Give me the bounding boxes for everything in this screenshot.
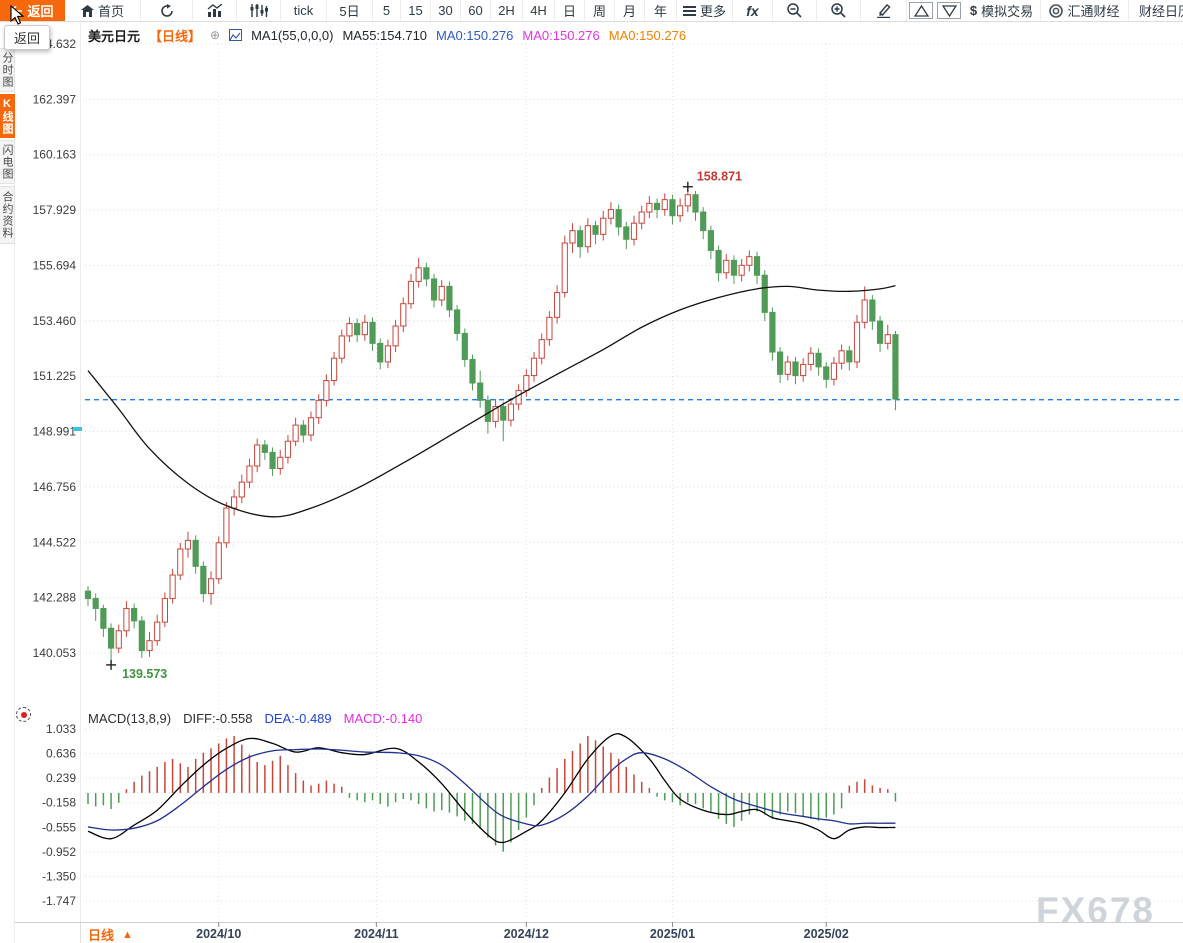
period-year-button[interactable]: 年 xyxy=(645,0,677,21)
chart-type-sidebar: 分时图 K线图 闪电图 合约资料 xyxy=(0,22,15,943)
sim-trading-button[interactable]: $ 模拟交易 xyxy=(963,0,1041,21)
dollar-icon: $ xyxy=(969,3,978,18)
macd-params: MACD(13,8,9) xyxy=(88,710,172,726)
expand-icon[interactable]: ⊕ xyxy=(210,28,221,42)
back-tooltip: 返回 xyxy=(4,25,50,50)
bar-chart-icon xyxy=(207,4,222,17)
svg-text:0.239: 0.239 xyxy=(46,771,76,785)
period-label: 【日线】 xyxy=(149,28,202,44)
huitong-finance-button[interactable]: 汇通财经 xyxy=(1041,0,1129,21)
indicator-fx-button[interactable]: fx xyxy=(733,0,773,21)
svg-text:144.522: 144.522 xyxy=(33,535,77,549)
home-icon xyxy=(80,4,94,17)
svg-text:-1.350: -1.350 xyxy=(42,869,76,883)
svg-text:142.288: 142.288 xyxy=(33,591,77,605)
sidebar-tab-contract-info[interactable]: 合约资料 xyxy=(0,186,15,244)
triangle-down-tool-button[interactable] xyxy=(937,2,961,19)
svg-text:-0.158: -0.158 xyxy=(42,796,76,810)
home-button[interactable]: 首页 xyxy=(65,0,141,21)
bottom-bar-divider xyxy=(80,923,81,943)
finance-calendar-button[interactable]: 财经日历 xyxy=(1138,4,1183,19)
menu-icon xyxy=(682,5,696,16)
triangle-up-tool-button[interactable] xyxy=(909,2,933,19)
pencil-icon xyxy=(877,3,891,18)
indicator-sliders-icon xyxy=(250,4,268,17)
tick-period-button[interactable]: tick xyxy=(281,0,327,21)
svg-text:158.871: 158.871 xyxy=(697,170,742,184)
period-day-button[interactable]: 日 xyxy=(555,0,585,21)
svg-text:155.694: 155.694 xyxy=(33,258,77,272)
draw-button[interactable] xyxy=(861,0,907,21)
period-week-button[interactable]: 周 xyxy=(585,0,615,21)
period-60m-button[interactable]: 60 xyxy=(461,0,491,21)
period-5m-button[interactable]: 5 xyxy=(373,0,401,21)
macd-value: MACD:-0.140 xyxy=(343,710,423,726)
zoom-out-icon xyxy=(787,3,802,18)
period-30m-button[interactable]: 30 xyxy=(431,0,461,21)
bar-chart-button[interactable] xyxy=(193,0,237,21)
refresh-icon xyxy=(160,3,173,17)
symbol-name: 美元日元 xyxy=(88,28,141,44)
ma0-magenta-value: MA0:150.276 xyxy=(522,27,600,43)
sidebar-tab-kline-chart[interactable]: K线图 xyxy=(0,94,15,138)
period-15m-button[interactable]: 15 xyxy=(401,0,431,21)
triangle-up-icon xyxy=(913,4,929,17)
chart-legend: 美元日元 【日线】 ⊕ MA1(55,0,0,0) MA55:154.710 M… xyxy=(88,27,687,44)
bottom-axis-bar: 日线 ▲ xyxy=(0,922,1183,943)
more-button[interactable]: 更多 xyxy=(677,0,733,21)
svg-text:153.460: 153.460 xyxy=(33,314,77,328)
refresh-button[interactable] xyxy=(141,0,193,21)
ma55-value: MA55:154.710 xyxy=(342,27,428,43)
svg-text:162.397: 162.397 xyxy=(33,92,77,106)
ma-settings-label: MA1(55,0,0,0) xyxy=(251,27,334,43)
toolbar: 返回 首页 tick 5日 5 15 30 60 2H 4H 日 周 月 年 更… xyxy=(0,0,1183,22)
ma-settings-icon[interactable] xyxy=(229,29,243,41)
period-5d-button[interactable]: 5日 xyxy=(327,0,373,21)
period-2h-button[interactable]: 2H xyxy=(491,0,523,21)
indicator-sliders-button[interactable] xyxy=(237,0,281,21)
triangle-up-icon: ▲ xyxy=(122,928,133,941)
zoom-in-button[interactable] xyxy=(817,0,861,21)
mouse-cursor-icon xyxy=(10,5,25,25)
period-month-button[interactable]: 月 xyxy=(615,0,645,21)
svg-text:-0.952: -0.952 xyxy=(42,845,76,859)
svg-text:140.053: 140.053 xyxy=(33,646,77,660)
fx-icon: fx xyxy=(746,2,759,19)
period-4h-button[interactable]: 4H xyxy=(523,0,555,21)
macd-legend: MACD(13,8,9) DIFF:-0.558 DEA:-0.489 MACD… xyxy=(88,710,422,726)
macd-dea-value: DEA:-0.489 xyxy=(264,710,332,726)
ma0-blue-value: MA0:150.276 xyxy=(436,27,514,43)
svg-text:0.636: 0.636 xyxy=(46,747,76,761)
svg-text:-0.555: -0.555 xyxy=(42,820,76,834)
svg-text:148.991: 148.991 xyxy=(33,425,77,439)
triangle-down-icon xyxy=(941,4,957,17)
svg-text:139.573: 139.573 xyxy=(122,667,167,681)
macd-diff-value: DIFF:-0.558 xyxy=(183,710,253,726)
ma0-orange-value: MA0:150.276 xyxy=(608,27,687,43)
indicator-settings-icon[interactable] xyxy=(16,707,31,722)
svg-text:160.163: 160.163 xyxy=(33,148,77,162)
svg-text:151.225: 151.225 xyxy=(33,369,77,383)
sidebar-tab-timeline-chart[interactable]: 分时图 xyxy=(0,48,15,92)
svg-text:157.929: 157.929 xyxy=(33,203,77,217)
period-selector[interactable]: 日线 ▲ xyxy=(88,928,133,943)
svg-text:146.756: 146.756 xyxy=(33,480,77,494)
svg-text:1.033: 1.033 xyxy=(46,722,76,736)
huitong-logo-icon xyxy=(1049,3,1064,18)
zoom-in-icon xyxy=(831,3,846,18)
sidebar-tab-lightning-chart[interactable]: 闪电图 xyxy=(0,140,15,184)
zoom-out-button[interactable] xyxy=(773,0,817,21)
axis-divider xyxy=(80,22,81,922)
svg-text:-1.747: -1.747 xyxy=(42,894,76,908)
